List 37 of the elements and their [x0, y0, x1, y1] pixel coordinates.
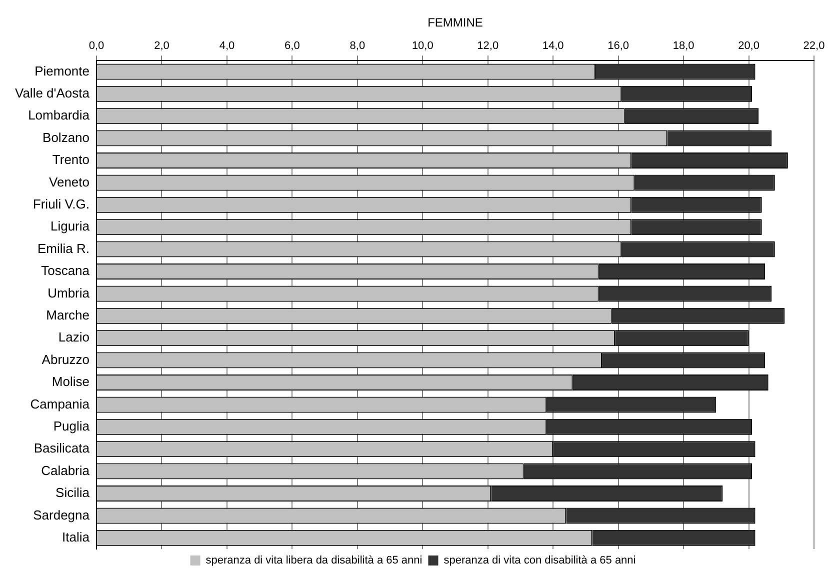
chart-title: FEMMINE	[428, 16, 483, 30]
x-tick-label: 0,0	[88, 40, 104, 52]
x-tick-label: 10,0	[412, 40, 434, 52]
x-tick-label: 8,0	[350, 40, 366, 52]
x-tick-label: 4,0	[219, 40, 235, 52]
x-tick-label: 12,0	[477, 40, 499, 52]
y-tick-label: Toscana	[41, 263, 90, 278]
x-tick-label: 18,0	[672, 40, 694, 52]
y-tick-label: Bolzano	[42, 130, 90, 145]
y-tick-label: Basilicata	[34, 440, 90, 456]
y-tick-label: Sardegna	[33, 507, 90, 522]
y-tick-label: Piemonte	[34, 63, 90, 78]
y-tick-label: Marche	[46, 307, 90, 322]
x-tick-label: 2,0	[154, 40, 170, 52]
y-tick-label: Sicilia	[56, 485, 90, 500]
legend-label: speranza di vita con disabilità a 65 anni	[444, 554, 636, 567]
y-tick-label: Trento	[52, 152, 90, 168]
x-tick-label: 22,0	[803, 40, 825, 52]
y-tick-label: Lombardia	[28, 108, 90, 123]
legend-label: speranza di vita libera da disabilità a 65 anni	[206, 554, 422, 567]
y-tick-label: Emilia R.	[37, 240, 90, 256]
x-tick-label: 14,0	[542, 40, 564, 52]
y-tick-label: Puglia	[53, 418, 90, 434]
y-tick-label: Lazio	[58, 330, 90, 345]
y-tick-label: Italia	[62, 529, 90, 544]
y-tick-label: Campania	[30, 396, 90, 412]
y-tick-label: Abruzzo	[42, 352, 90, 367]
x-tick-label: 16,0	[608, 40, 630, 52]
x-tick-label: 20,0	[738, 40, 760, 52]
y-tick-label: Friuli V.G.	[32, 196, 90, 212]
y-tick-label: Umbria	[48, 285, 90, 300]
x-tick-label: 6,0	[284, 40, 300, 52]
y-tick-label: Veneto	[49, 174, 90, 190]
y-tick-label: Liguria	[50, 218, 90, 234]
y-tick-label: Molise	[52, 374, 90, 390]
y-tick-label: Valle d'Aosta	[14, 85, 90, 100]
y-tick-label: Calabria	[41, 462, 90, 478]
